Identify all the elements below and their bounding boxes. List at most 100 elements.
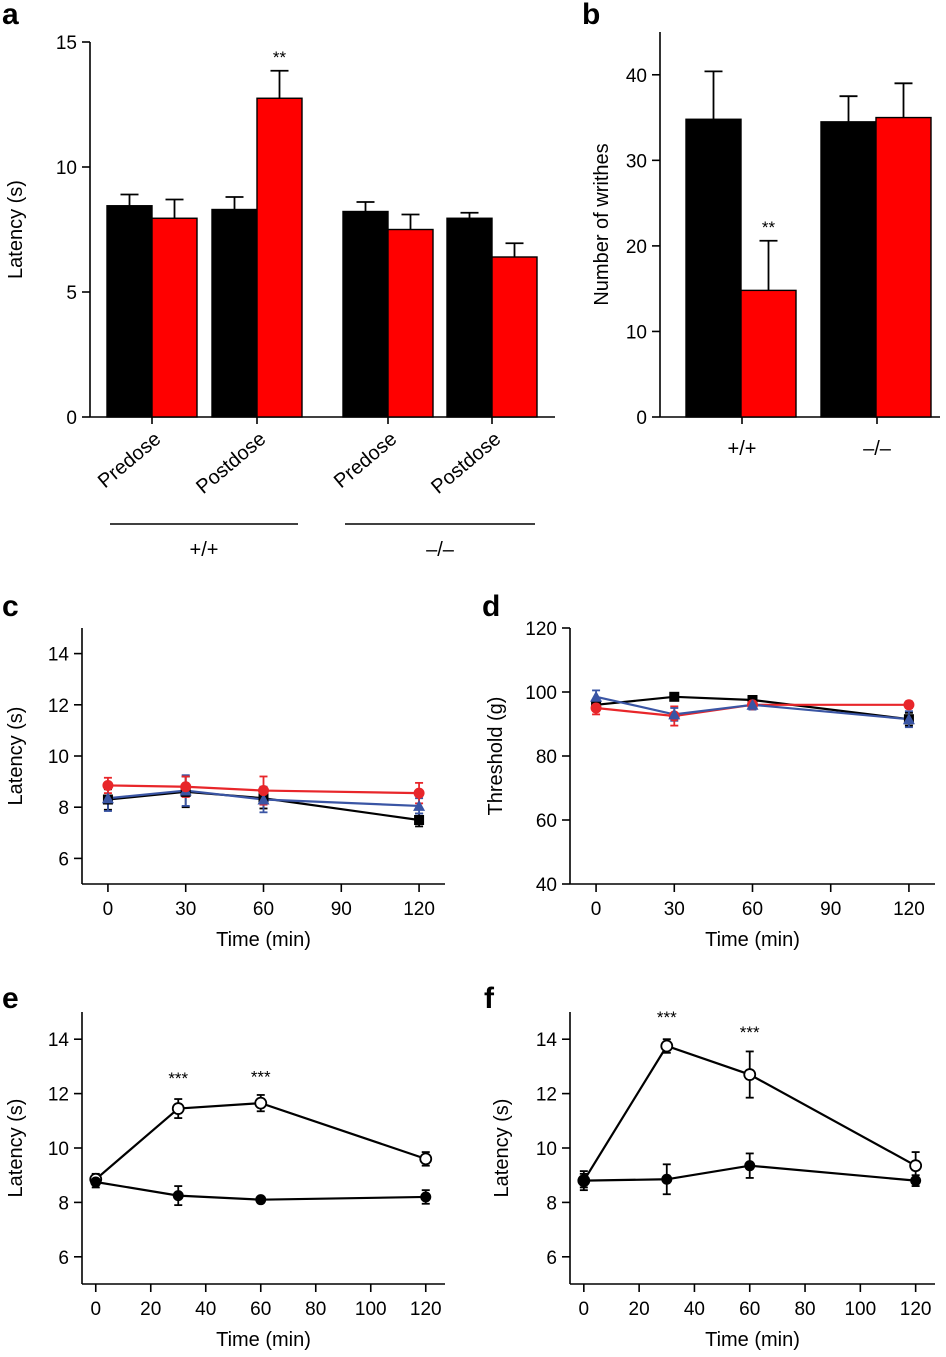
panel-e-y-tick-label: 8: [58, 1193, 69, 1214]
panel-a-y-tick-label: 10: [56, 158, 77, 179]
panel-f-x-tick-label: 120: [900, 1299, 932, 1320]
panel-b-y-tick-label: 0: [636, 408, 647, 429]
panel-e-significance-label: ***: [251, 1068, 271, 1087]
panel-d-y-tick-label: 40: [536, 875, 557, 896]
panel-e-x-tick-label: 100: [355, 1299, 387, 1320]
panel-f-y-tick-label: 10: [536, 1139, 557, 1160]
panel-c-y-tick-label: 12: [48, 696, 69, 717]
panel-c-y-axis-label: Latency (s): [5, 707, 27, 806]
panel-a-category-label: Predose: [94, 428, 165, 493]
panel-b-bar-black: [820, 121, 877, 418]
panel-d-point-red: [590, 702, 602, 714]
panel-c-point-blue: [101, 792, 114, 804]
panel-d-point-blue: [590, 690, 603, 702]
panel-d-series-line-blue: [595, 695, 910, 721]
panel-a-bar-black: [211, 208, 258, 418]
panel-c-x-tick-label: 0: [103, 899, 114, 920]
panel-f-point-filled: [744, 1160, 756, 1172]
panel-e-point-open: [419, 1152, 433, 1166]
panel-a-group-label: –/–: [426, 539, 455, 561]
panel-c-series-line-blue: [107, 789, 420, 808]
panel-c-y-tick-label: 8: [58, 798, 69, 819]
panel-b-bar-black: [685, 118, 742, 418]
panel-e-x-tick-label: 60: [250, 1299, 271, 1320]
panel-e-significance-label: ***: [168, 1069, 188, 1088]
panel-c-point-red: [258, 785, 269, 797]
panel-d-point-black: [669, 691, 680, 702]
panel-a-y-axis-label: Latency (s): [5, 180, 27, 279]
panel-e-y-tick-label: 12: [48, 1085, 69, 1106]
panel-c-point-red: [180, 781, 192, 793]
panel-e-series-line-filled: [95, 1180, 426, 1201]
panel-d-x-tick-label: 30: [664, 899, 685, 920]
panel-a-bar-black: [106, 205, 153, 418]
panel-e: e 6 8 10 12 14 Latency (s) 0 20 40 60 80 100 120 Time …: [2, 982, 445, 1351]
panel-c-y-tick-label: 14: [48, 645, 70, 666]
panel-b-letter: b: [582, 0, 600, 31]
panel-a-category-label: Postdose: [192, 428, 270, 498]
panel-c: c 6 8 10 12 14 Latency (s) 0 30 60 90 120 Time (min): [2, 590, 445, 951]
panel-d-x-axis-label: Time (min): [705, 929, 800, 951]
panel-e-x-tick-label: 20: [140, 1299, 161, 1320]
panel-e-y-tick-label: 14: [48, 1030, 70, 1051]
panel-c-x-tick-label: 90: [331, 899, 352, 920]
panel-d-x-tick-label: 90: [820, 899, 841, 920]
panel-a-letter: a: [2, 0, 19, 31]
panel-a-group-label: +/+: [190, 539, 219, 561]
panel-e-point-open: [254, 1096, 268, 1110]
panel-b-significance-label: **: [762, 218, 776, 237]
panel-c-point-black: [414, 815, 425, 825]
panel-d: d 40 60 80 100 120 Threshold (g) 0 30 60 90 120 Time…: [482, 590, 935, 951]
panel-f-series-line-open: [582, 1044, 917, 1182]
panel-e-series-line-open: [95, 1102, 427, 1181]
panel-e-x-tick-label: 0: [90, 1299, 101, 1320]
panel-d-series-line-black: [595, 695, 910, 721]
panel-f-significance-label: ***: [740, 1023, 760, 1042]
panel-f-point-filled: [910, 1175, 922, 1187]
panel-e-point-open: [171, 1102, 185, 1115]
panel-f-y-tick-label: 6: [546, 1248, 557, 1269]
panel-e-letter: e: [2, 982, 19, 1015]
panel-c-series-line-red: [107, 784, 420, 795]
panel-d-x-tick-label: 0: [591, 899, 602, 920]
panel-a-bar-red: [491, 256, 538, 418]
panel-b-y-tick-label: 40: [626, 66, 647, 87]
panel-d-y-axis-label: Threshold (g): [485, 697, 507, 816]
panel-b-y-axis-label: Number of writhes: [591, 143, 613, 305]
panel-c-x-tick-label: 30: [175, 899, 196, 920]
panel-e-point-filled: [420, 1191, 432, 1203]
panel-f-x-tick-label: 60: [739, 1299, 760, 1320]
panel-a-y-tick-label: 0: [66, 408, 77, 429]
panel-f-x-tick-label: 80: [794, 1299, 815, 1320]
panel-f-series-line-filled: [583, 1164, 916, 1182]
panel-c-point-blue: [413, 799, 426, 811]
panel-f-y-tick-label: 14: [536, 1030, 558, 1051]
panel-c-point-red: [102, 779, 114, 791]
panel-a-bar-red: [256, 97, 303, 418]
panel-a: a 0 5 10 15 Latency (s) Predose Postdose Predose…: [2, 0, 555, 561]
panel-a-bar-black: [446, 217, 493, 418]
panel-d-y-tick-label: 100: [525, 683, 557, 704]
panel-a-y-tick-label: 15: [56, 33, 77, 54]
panel-d-x-tick-label: 120: [893, 899, 925, 920]
panel-f-x-axis-label: Time (min): [705, 1329, 800, 1351]
panel-d-y-tick-label: 60: [536, 811, 557, 832]
panel-a-bar-red: [387, 228, 434, 418]
panel-c-point-red: [413, 787, 425, 799]
panel-e-x-tick-label: 120: [410, 1299, 442, 1320]
panel-b-category-label: +/+: [728, 438, 757, 460]
panel-d-point-blue: [746, 698, 759, 710]
panel-d-letter: d: [482, 590, 500, 623]
panel-c-x-axis-label: Time (min): [216, 929, 311, 951]
panel-a-significance-label: **: [273, 48, 287, 67]
panel-a-bar-black: [342, 210, 389, 418]
panel-f-x-tick-label: 100: [844, 1299, 876, 1320]
panel-f-y-tick-label: 8: [546, 1193, 557, 1214]
panel-f-x-tick-label: 40: [684, 1299, 705, 1320]
panel-c-letter: c: [2, 590, 19, 623]
panel-e-point-filled: [255, 1194, 267, 1206]
panel-c-point-blue: [257, 793, 270, 805]
panel-b-bar-red: [875, 116, 932, 418]
panel-e-point-filled: [172, 1190, 184, 1202]
